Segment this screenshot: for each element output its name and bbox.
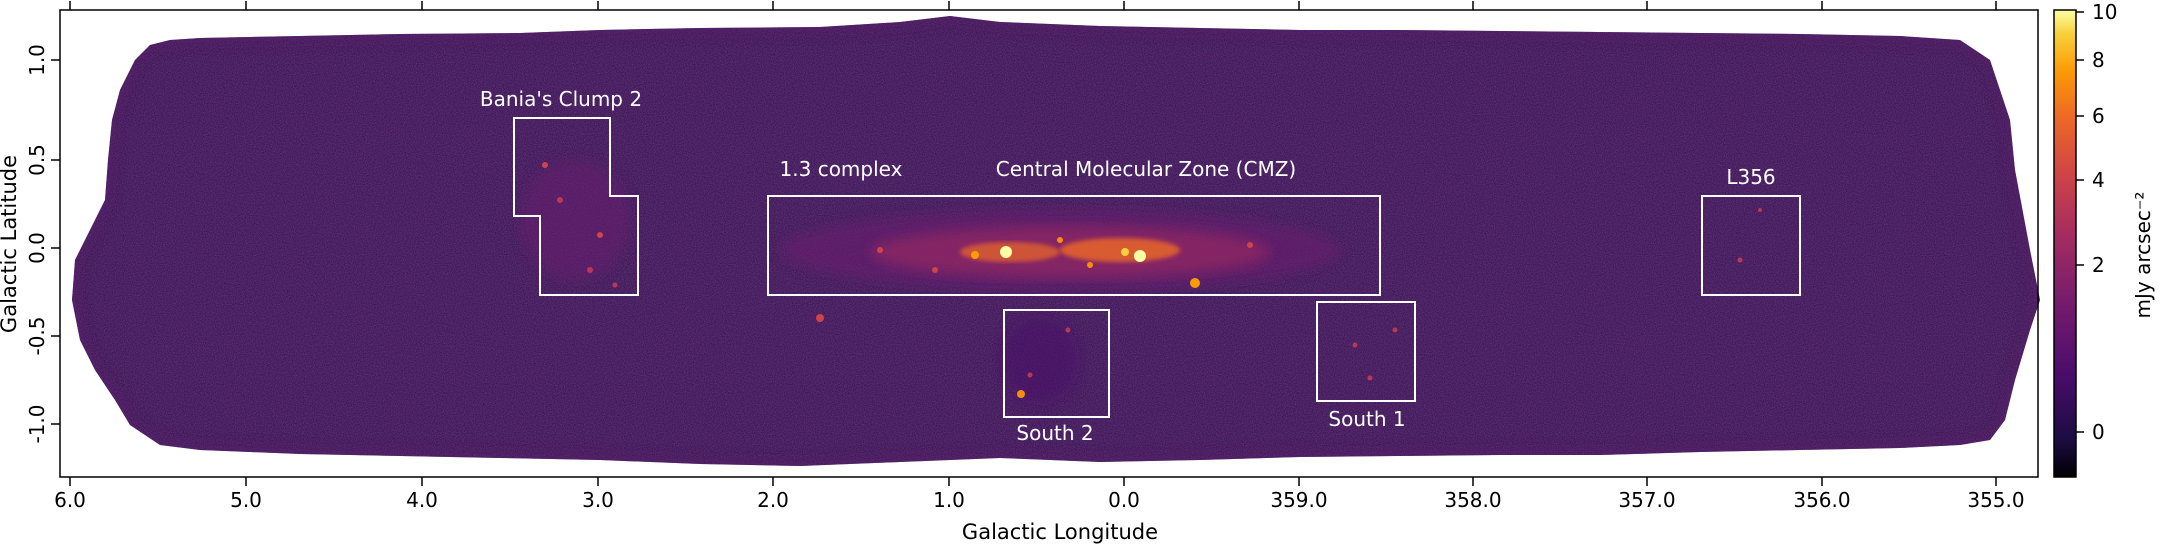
region-label-south2: South 2: [1016, 421, 1093, 445]
region-boxes: [513, 117, 1801, 418]
x-tick-label: 3.0: [582, 488, 614, 512]
y-tick-label: -0.5: [25, 316, 49, 355]
south1-box: [1316, 301, 1416, 402]
region-label-l356: L356: [1726, 165, 1775, 189]
x-tick-label: 358.0: [1444, 488, 1501, 512]
x-tick-label: 4.0: [406, 488, 438, 512]
south2-emission: [1000, 315, 1080, 405]
y-tick-labels: 1.0 0.5 0.0 -0.5 -1.0: [25, 44, 49, 443]
x-tick-label: 6.0: [54, 488, 86, 512]
x-tick-label: 2.0: [757, 488, 789, 512]
cmz-emission: [780, 210, 1340, 322]
south2-box: [1003, 309, 1110, 418]
plot-frame: [59, 9, 2039, 478]
emission-map: [72, 16, 2040, 466]
colorbar-tick-label: 0: [2092, 420, 2105, 444]
x-tick-label: 357.0: [1618, 488, 1675, 512]
y-axis: [51, 59, 60, 425]
region-labels: Central Molecular Zone (CMZ) 1.3 complex…: [480, 87, 1776, 445]
region-label-south1: South 1: [1328, 407, 1405, 431]
cmz-box: [767, 195, 1381, 296]
y-tick-label: 0.0: [25, 232, 49, 264]
south1-emission: [1352, 327, 1398, 381]
colorbar-tick-label: 6: [2092, 104, 2105, 128]
l356-box: [1701, 195, 1801, 296]
x-tick-labels: 6.0 5.0 4.0 3.0 2.0 1.0 0.0 359.0 358.0 …: [54, 488, 2025, 512]
x-tick-label: 5.0: [230, 488, 262, 512]
colorbar: 10 8 6 4 2 0 mJy arcsec⁻²: [2053, 0, 2155, 478]
colorbar-gradient: [2053, 9, 2077, 478]
x-tick-label: 1.0: [933, 488, 965, 512]
colorbar-tick-label: 10: [2092, 0, 2117, 24]
x-axis-label: Galactic Longitude: [962, 520, 1158, 544]
region-label-bania-clump: Bania's Clump 2: [480, 87, 642, 111]
region-label-1-3-complex: 1.3 complex: [780, 157, 903, 181]
colorbar-label: mJy arcsec⁻²: [2131, 192, 2155, 319]
bania-clump-emission: [520, 160, 630, 288]
y-tick-label: -1.0: [25, 404, 49, 443]
l356-emission: [1737, 208, 1762, 263]
colorbar-tick-label: 2: [2092, 253, 2105, 277]
x-tick-label: 0.0: [1108, 488, 1140, 512]
x-tick-label: 356.0: [1793, 488, 1850, 512]
colorbar-tick-label: 8: [2092, 48, 2105, 72]
bania-clump-box: [513, 117, 639, 296]
x-tick-label: 355.0: [1967, 488, 2024, 512]
colorbar-tick-label: 4: [2092, 168, 2105, 192]
y-tick-label: 1.0: [25, 44, 49, 76]
x-tick-label: 359.0: [1270, 488, 1327, 512]
y-tick-label: 0.5: [25, 144, 49, 176]
y-axis-label: Galactic Latitude: [0, 155, 21, 333]
x-axis: [69, 1, 1997, 486]
region-label-cmz: Central Molecular Zone (CMZ): [996, 157, 1296, 181]
